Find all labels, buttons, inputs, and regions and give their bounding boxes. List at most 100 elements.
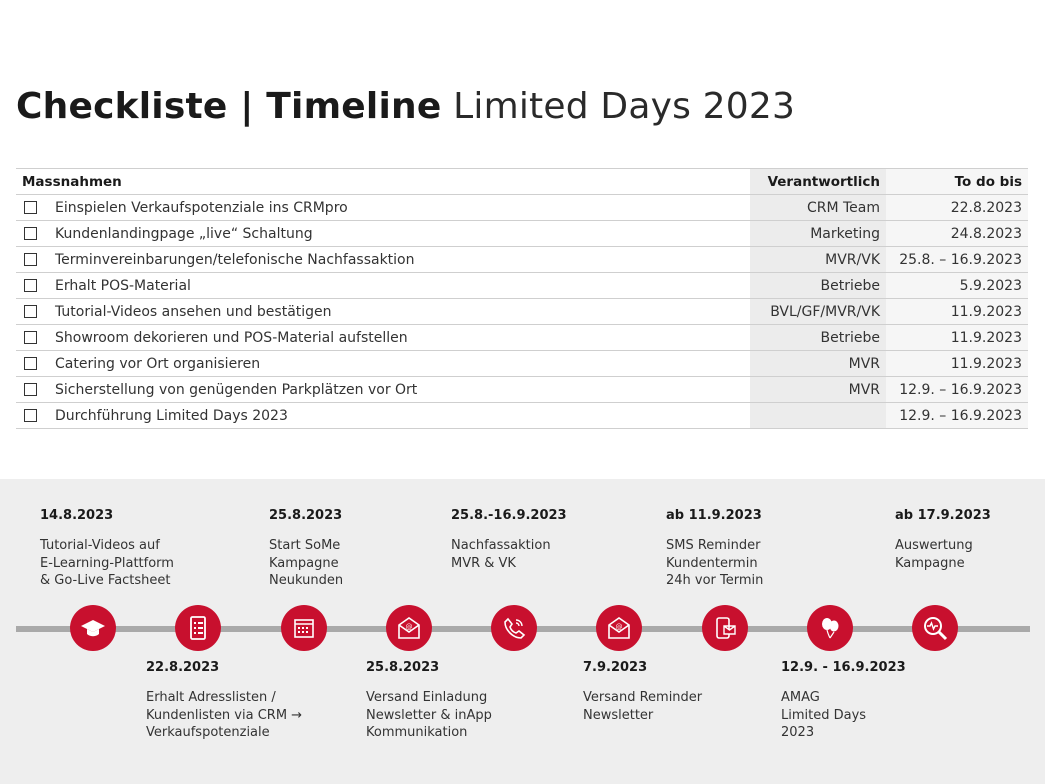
event-line: Kundenlisten via CRM → xyxy=(146,707,303,723)
event-date: 22.8.2023 xyxy=(146,660,220,675)
graduation-cap-icon xyxy=(70,605,116,651)
svg-text:@: @ xyxy=(406,623,413,631)
task-checkbox[interactable] xyxy=(24,252,37,266)
timeline-event-top-1: 14.8.2023 Tutorial-Videos auf E-Learning… xyxy=(40,508,174,590)
timeline-event-bottom-2: 25.8.2023 Versand Einladung Newsletter &… xyxy=(366,660,492,742)
event-line: AMAG xyxy=(781,690,820,705)
table-header-row: Massnahmen Verantwortlich To do bis xyxy=(16,168,1028,195)
responsible-cell: MVR xyxy=(750,350,886,377)
due-date-cell: 12.9. – 16.9.2023 xyxy=(886,402,1028,429)
task-checkbox[interactable] xyxy=(24,226,37,240)
event-line: 24h vor Termin xyxy=(666,573,764,588)
due-date-cell: 5.9.2023 xyxy=(886,272,1028,299)
page-title: Checkliste | Timeline Limited Days 2023 xyxy=(16,86,795,127)
event-date: 25.8.2023 xyxy=(366,660,440,675)
task-label: Erhalt POS-Material xyxy=(55,277,191,294)
responsible-cell: Betriebe xyxy=(750,272,886,299)
table-row: Kundenlandingpage „live“ Schaltung Market… xyxy=(16,220,1028,247)
event-line: Auswertung xyxy=(895,538,973,553)
task-label: Sicherstellung von genügenden Parkplätze… xyxy=(55,381,418,398)
email-icon: @ xyxy=(386,605,432,651)
task-label: Einspielen Verkaufspotenziale ins CRMpro xyxy=(55,199,348,216)
table-row: Catering vor Ort organisieren MVR 11.9.202… xyxy=(16,350,1028,377)
task-label: Tutorial-Videos ansehen und bestätigen xyxy=(55,303,332,320)
table-row: Terminvereinbarungen/telefonische Nachfa… xyxy=(16,246,1028,273)
responsible-cell: BVL/GF/MVR/VK xyxy=(750,298,886,325)
task-checkbox[interactable] xyxy=(24,200,37,214)
event-line: Kampagne xyxy=(895,555,965,571)
task-checkbox[interactable] xyxy=(24,408,37,422)
email-icon: @ xyxy=(596,605,642,651)
table-row: Einspielen Verkaufspotenziale ins CRMpro… xyxy=(16,194,1028,221)
responsible-cell xyxy=(750,402,886,429)
checklist-icon xyxy=(175,605,221,651)
event-line: MVR & VK xyxy=(451,555,516,571)
event-date: ab 17.9.2023 xyxy=(895,508,991,523)
event-line: E-Learning-Plattform xyxy=(40,555,174,571)
title-light: Limited Days 2023 xyxy=(453,86,796,127)
event-line: Erhalt Adresslisten / xyxy=(146,690,276,705)
event-line: Limited Days xyxy=(781,707,867,723)
header-tasks: Massnahmen xyxy=(16,168,750,195)
table-row: Sicherstellung von genügenden Parkplätze… xyxy=(16,376,1028,403)
task-checkbox[interactable] xyxy=(24,330,37,344)
event-date: 25.8.2023 xyxy=(269,508,343,523)
table-row: Tutorial-Videos ansehen und bestätigen BV… xyxy=(16,298,1028,325)
task-cell: Terminvereinbarungen/telefonische Nachfa… xyxy=(16,246,750,273)
event-line: Versand Einladung xyxy=(366,690,488,705)
due-date-cell: 25.8. – 16.9.2023 xyxy=(886,246,1028,273)
event-line: SMS Reminder xyxy=(666,538,761,553)
timeline-event-bottom-4: 12.9. - 16.9.2023 AMAG Limited Days 2023 xyxy=(781,660,906,742)
balloons-icon xyxy=(807,605,853,651)
event-line: Kundentermin xyxy=(666,555,758,571)
task-cell: Einspielen Verkaufspotenziale ins CRMpro xyxy=(16,194,750,221)
task-cell: Erhalt POS-Material xyxy=(16,272,750,299)
task-checkbox[interactable] xyxy=(24,382,37,396)
task-label: Kundenlandingpage „live“ Schaltung xyxy=(55,225,313,242)
event-date: 12.9. - 16.9.2023 xyxy=(781,660,906,675)
task-cell: Catering vor Ort organisieren xyxy=(16,350,750,377)
timeline-event-top-2: 25.8.2023 Start SoMe Kampagne Neukunden xyxy=(269,508,343,590)
timeline-event-top-3: 25.8.-16.9.2023 Nachfassaktion MVR & VK xyxy=(451,508,567,572)
responsible-cell: MVR/VK xyxy=(750,246,886,273)
task-cell: Kundenlandingpage „live“ Schaltung xyxy=(16,220,750,247)
task-label: Showroom dekorieren und POS-Material auf… xyxy=(55,329,408,346)
event-line: Neukunden xyxy=(269,573,344,588)
event-line: Verkaufspotenziale xyxy=(146,725,270,740)
table-row: Durchführung Limited Days 2023 12.9. – 16… xyxy=(16,402,1028,429)
task-checkbox[interactable] xyxy=(24,304,37,318)
event-line: Newsletter & inApp xyxy=(366,707,492,723)
phone-message-icon xyxy=(702,605,748,651)
phone-icon xyxy=(491,605,537,651)
event-line: Kommunikation xyxy=(366,725,468,740)
event-line: Tutorial-Videos auf xyxy=(40,538,160,553)
due-date-cell: 12.9. – 16.9.2023 xyxy=(886,376,1028,403)
title-bold: Checkliste | Timeline xyxy=(16,86,442,127)
due-date-cell: 11.9.2023 xyxy=(886,324,1028,351)
task-label: Durchführung Limited Days 2023 xyxy=(55,407,288,424)
event-date: 14.8.2023 xyxy=(40,508,114,523)
timeline-event-bottom-1: 22.8.2023 Erhalt Adresslisten / Kundenli… xyxy=(146,660,302,742)
event-line: 2023 xyxy=(781,725,815,740)
analytics-magnifier-icon xyxy=(912,605,958,651)
table-row: Showroom dekorieren und POS-Material auf… xyxy=(16,324,1028,351)
header-due: To do bis xyxy=(886,168,1028,195)
responsible-cell: MVR xyxy=(750,376,886,403)
task-checkbox[interactable] xyxy=(24,278,37,292)
event-line: Versand Reminder xyxy=(583,690,703,705)
event-line: Kampagne xyxy=(269,555,339,571)
calendar-icon xyxy=(281,605,327,651)
event-line: Nachfassaktion xyxy=(451,538,551,553)
event-line: Newsletter xyxy=(583,707,654,723)
due-date-cell: 11.9.2023 xyxy=(886,298,1028,325)
event-date: 7.9.2023 xyxy=(583,660,648,675)
due-date-cell: 24.8.2023 xyxy=(886,220,1028,247)
task-cell: Tutorial-Videos ansehen und bestätigen xyxy=(16,298,750,325)
task-checkbox[interactable] xyxy=(24,356,37,370)
checklist-table: Massnahmen Verantwortlich To do bis Eins… xyxy=(16,168,1028,429)
header-responsible: Verantwortlich xyxy=(750,168,886,195)
task-label: Terminvereinbarungen/telefonische Nachfa… xyxy=(55,251,415,268)
svg-text:@: @ xyxy=(616,623,623,631)
responsible-cell: CRM Team xyxy=(750,194,886,221)
task-cell: Sicherstellung von genügenden Parkplätze… xyxy=(16,376,750,403)
